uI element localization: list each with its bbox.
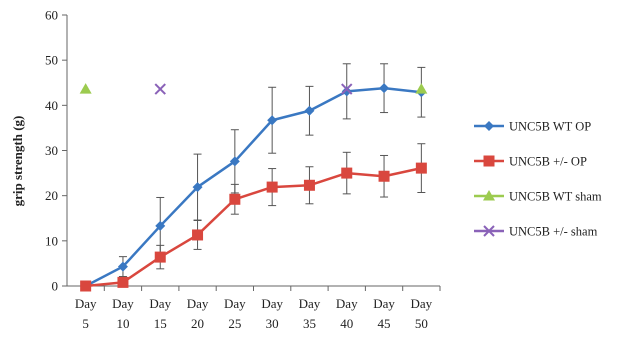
x-tick-label: Day 25 — [224, 296, 246, 331]
series-1-point — [304, 105, 315, 116]
series-2-line — [85, 166, 422, 288]
x-tick-label: Day 40 — [336, 296, 358, 331]
y-ticks: 0 10 20 30 40 50 60 — [45, 8, 67, 294]
series-2-point — [378, 170, 390, 182]
legend-swatch-marker — [483, 225, 495, 237]
y-tick-label: 30 — [45, 143, 58, 158]
legend-label: UNC5B WT sham — [509, 190, 602, 204]
y-tick-label: 10 — [45, 233, 58, 248]
y-axis-title: grip strength (g) — [10, 116, 25, 207]
series-1-point — [341, 86, 352, 97]
x-tick-label: Day 20 — [187, 296, 209, 331]
series-1-point — [229, 156, 240, 167]
y-tick-label: 50 — [45, 53, 58, 68]
legend-swatch-marker — [484, 121, 494, 131]
series-2-point — [415, 162, 427, 174]
series-4-point — [341, 83, 353, 95]
series-markers — [79, 83, 428, 292]
y-tick-label: 40 — [45, 98, 58, 113]
legend-label: UNC5B +/- OP — [509, 155, 587, 169]
series-2-point — [266, 181, 278, 193]
series-1-point — [267, 115, 278, 126]
series-1-point — [379, 83, 390, 94]
x-tick-label: Day 50 — [411, 296, 433, 331]
x-ticks: Day 5 Day 10 Day 15 Day 20 Day 25 Day 30 Day 35 Day 40 D… — [75, 286, 441, 331]
series-3-point — [415, 83, 428, 94]
series-2-point — [229, 193, 241, 205]
series-2-point — [80, 280, 92, 292]
series-2-point — [341, 167, 353, 179]
legend-label: UNC5B +/- sham — [509, 225, 598, 239]
x-tick-label: Day 45 — [373, 296, 395, 331]
series-2-point — [303, 179, 315, 191]
series-3-point — [79, 83, 92, 94]
legend-item: UNC5B WT sham — [474, 190, 602, 204]
legend-swatch-marker — [483, 155, 495, 167]
axes — [66, 15, 440, 287]
legend-label: UNC5B WT OP — [509, 120, 591, 134]
legend-item: UNC5B +/- OP — [474, 155, 587, 169]
x-tick-label: Day 5 — [75, 296, 97, 331]
series-1-line — [85, 86, 422, 288]
legend-swatch-marker — [483, 190, 495, 201]
x-tick-label: Day 35 — [299, 296, 321, 331]
x-tick-label: Day 10 — [112, 296, 134, 331]
series-2-point — [192, 229, 204, 241]
legend-item: UNC5B +/- sham — [474, 225, 598, 239]
series-2-point — [117, 276, 129, 288]
series-1-point — [155, 220, 166, 231]
series-4-point — [154, 83, 166, 95]
y-tick-label: 0 — [52, 279, 59, 294]
x-tick-label: Day 30 — [261, 296, 283, 331]
y-tick-label: 20 — [45, 188, 58, 203]
series-1-point — [192, 182, 203, 193]
series-lines — [85, 86, 422, 288]
series-1-point — [117, 261, 128, 272]
x-tick-label: Day 15 — [149, 296, 171, 331]
legend-item: UNC5B WT OP — [474, 120, 591, 134]
series-2-point — [154, 251, 166, 263]
legend: UNC5B WT OP UNC5B +/- OP UNC5B WT sham UNC5… — [474, 120, 602, 239]
y-tick-label: 60 — [45, 8, 58, 23]
